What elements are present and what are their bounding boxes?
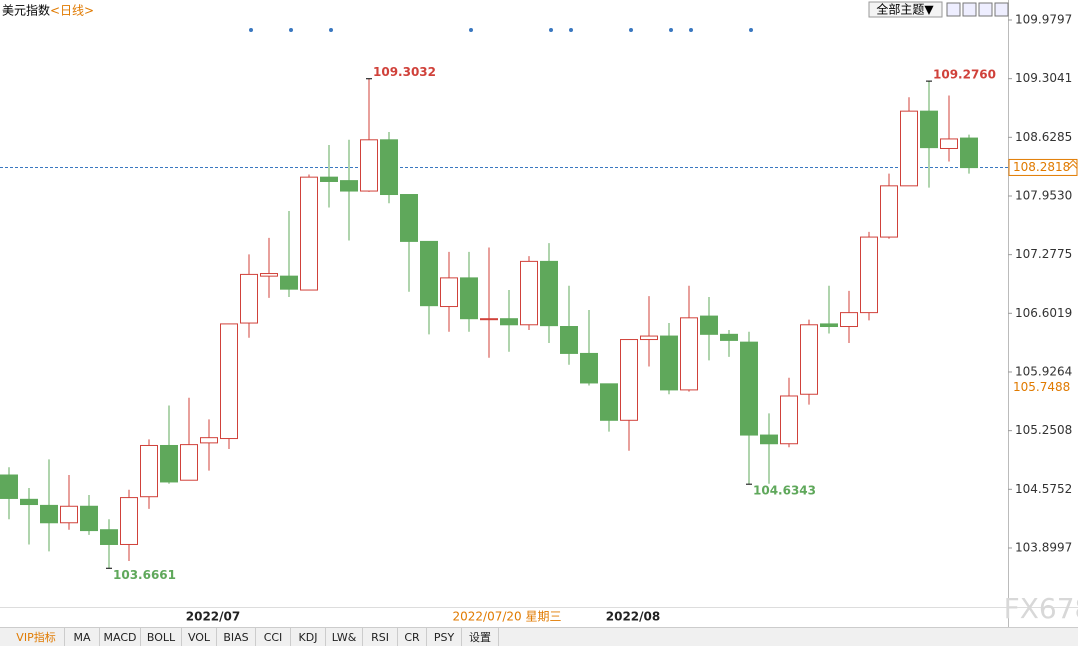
candle-body <box>560 326 578 354</box>
candle-body <box>180 444 198 481</box>
toolbar-tab[interactable]: VIP指标 <box>8 628 65 646</box>
candle-body <box>360 139 378 192</box>
candle-body <box>160 444 178 483</box>
crosshair-date-label: 2022/07/20 星期三 <box>453 610 562 624</box>
toolbar-tab[interactable]: MA <box>65 628 100 646</box>
current-price-label: 108.2818 <box>1013 160 1070 174</box>
candle-body <box>780 395 798 445</box>
candle-body <box>620 339 638 421</box>
high-label: 109.3032 <box>373 65 436 79</box>
candle-body <box>20 498 38 506</box>
y-tick-label: 109.9797 <box>1015 12 1072 26</box>
y-tick-label: 105.9264 <box>1015 364 1072 378</box>
toolbar: VIP指标 MA MACD BOLL VOL BIAS CCI KDJ LW& RSI CR PSY 设… <box>0 627 1078 646</box>
toolbar-tab[interactable]: LW& <box>326 628 363 646</box>
toolbar-tab[interactable]: BOLL <box>141 628 182 646</box>
candle-body <box>600 383 618 421</box>
toolbar-tab[interactable]: 设置 <box>462 628 499 646</box>
candle-body <box>660 335 678 391</box>
candle-body <box>520 260 538 326</box>
candle-body <box>800 324 818 395</box>
toolbar-tab[interactable]: VOL <box>182 628 217 646</box>
candle-body <box>220 323 238 440</box>
candle-body <box>40 504 58 524</box>
toolbar-tab[interactable]: MACD <box>100 628 141 646</box>
candle-body <box>480 318 498 321</box>
candle-body <box>860 236 878 314</box>
y-tick-label: 106.6019 <box>1015 306 1072 320</box>
x-tick-label: 2022/07 <box>186 610 240 624</box>
candle-body <box>60 505 78 524</box>
current-price-arrow <box>1068 159 1078 169</box>
candle-body <box>300 176 318 291</box>
candle-body <box>540 260 558 327</box>
toolbar-tab[interactable]: KDJ <box>291 628 326 646</box>
toolbar-tab[interactable]: RSI <box>363 628 398 646</box>
candle-body <box>200 437 218 444</box>
candle-body <box>80 505 98 532</box>
candle-body <box>320 176 338 182</box>
candle-body <box>720 333 738 341</box>
candle-body <box>0 474 18 499</box>
toolbar-tab[interactable]: PSY <box>427 628 462 646</box>
crosshair-price-label: 105.7488 <box>1013 380 1070 394</box>
candle-body <box>900 110 918 187</box>
low-label: 103.6661 <box>113 568 176 582</box>
candle-body <box>880 185 898 238</box>
view-buttons[interactable] <box>946 2 1009 17</box>
candle-body <box>460 277 478 320</box>
y-tick-label: 104.5752 <box>1015 482 1072 496</box>
theme-button[interactable] <box>868 1 943 18</box>
candle-body <box>420 240 438 307</box>
candle-body <box>680 317 698 391</box>
toolbar-tab[interactable]: CCI <box>256 628 291 646</box>
candle-body <box>120 497 138 545</box>
x-tick-label: 2022/08 <box>606 610 660 624</box>
chart: 美元指数 <日线> 全部主题▼ FX678 109.9797 109.3041 10… <box>0 0 1078 627</box>
candle-body <box>740 341 758 436</box>
candle-body <box>140 444 158 498</box>
y-tick-label: 107.2775 <box>1015 247 1072 261</box>
candle-body <box>340 180 358 192</box>
candle-body <box>920 110 938 149</box>
subtitle: <日线> <box>50 4 94 18</box>
candle-body <box>960 137 978 169</box>
candle-body <box>840 312 858 328</box>
candle-body <box>500 318 518 326</box>
toolbar-tab[interactable]: BIAS <box>217 628 256 646</box>
candle-body <box>240 273 258 324</box>
candle-body <box>440 277 458 308</box>
y-tick-label: 108.6285 <box>1015 130 1072 144</box>
watermark: FX678 <box>1004 592 1078 625</box>
candle-body <box>640 335 658 341</box>
chart-title: 美元指数 <box>2 3 50 18</box>
candle-body <box>260 273 278 277</box>
high-label: 109.2760 <box>933 68 996 82</box>
current-price-box <box>1008 158 1078 176</box>
y-tick-label: 105.2508 <box>1015 423 1072 437</box>
low-label: 104.6343 <box>753 484 816 498</box>
candle-body <box>700 315 718 335</box>
y-tick-label: 103.8997 <box>1015 540 1072 554</box>
candle-body <box>280 275 298 290</box>
theme-button-label[interactable]: 全部主题▼ <box>876 2 934 17</box>
y-tick-label: 107.9530 <box>1015 188 1072 202</box>
candle-body <box>580 352 598 384</box>
candle-body <box>820 323 838 328</box>
y-tick-label: 109.3041 <box>1015 71 1072 85</box>
candle-body <box>760 434 778 445</box>
candle-body <box>100 529 118 545</box>
toolbar-tab[interactable]: CR <box>398 628 427 646</box>
candle-body <box>380 139 398 196</box>
candle-body <box>940 138 958 149</box>
candle-body <box>400 194 418 242</box>
event-markers <box>249 28 753 32</box>
